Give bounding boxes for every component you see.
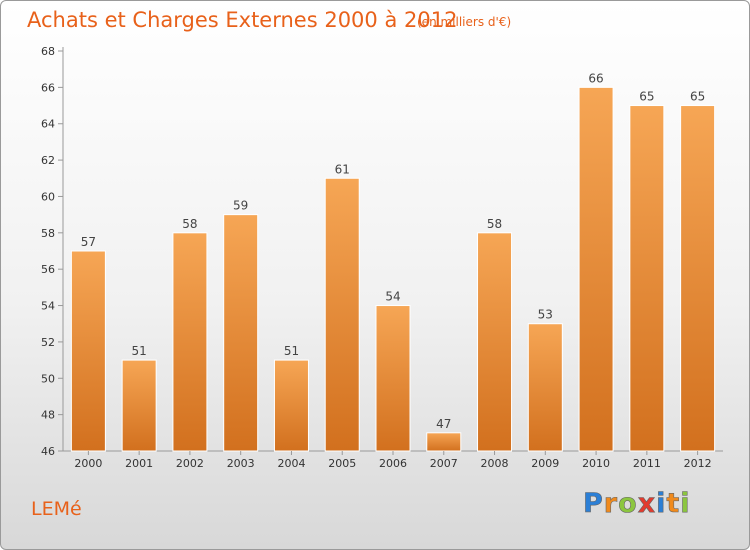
y-tick-label: 58 [41,227,55,240]
bar[interactable] [375,305,411,452]
x-tick-label: 2011 [633,457,661,470]
bar[interactable] [172,232,208,452]
bar[interactable] [477,232,513,452]
bar-value-label: 65 [639,90,654,104]
bar[interactable] [527,323,563,452]
x-tick-label: 2006 [379,457,407,470]
y-tick-label: 64 [41,118,55,131]
y-tick-label: 68 [41,45,55,58]
y-tick-label: 60 [41,190,55,203]
bar-value-label: 51 [284,344,299,358]
x-tick-label: 2003 [227,457,255,470]
bar-value-label: 57 [81,235,96,249]
y-tick-label: 56 [41,263,55,276]
x-tick-label: 2004 [277,457,305,470]
x-tick-label: 2002 [176,457,204,470]
bar-value-label: 47 [436,417,451,431]
logo-letter: t [666,488,681,520]
bar-value-label: 54 [385,290,400,304]
chart-unit: (en milliers d'€) [417,15,512,29]
y-tick-label: 48 [41,409,55,422]
logo-letter: o [618,488,638,520]
logo-letter: r [603,488,619,520]
y-tick-label: 54 [41,300,55,313]
bar-value-label: 59 [233,199,248,213]
logo-letter: i [680,488,691,520]
commune-name: LEMé [31,498,82,520]
bar-value-label: 53 [538,308,553,322]
y-tick-label: 52 [41,336,55,349]
bar[interactable] [273,359,309,452]
proxiti-logo[interactable]: Proxiti [583,488,691,520]
bar-value-label: 51 [132,344,147,358]
logo-letter: P [583,488,604,520]
x-tick-label: 2005 [328,457,356,470]
x-tick-label: 2010 [582,457,610,470]
bar[interactable] [121,359,157,452]
y-tick-label: 62 [41,154,55,167]
y-tick-label: 46 [41,445,55,458]
bar[interactable] [223,214,259,452]
bar-value-label: 58 [487,217,502,231]
bar[interactable] [70,250,106,452]
x-tick-label: 2008 [481,457,509,470]
bar-value-label: 65 [690,90,705,104]
y-tick-label: 50 [41,372,55,385]
bar-value-label: 58 [182,217,197,231]
bar[interactable] [426,432,462,452]
x-tick-label: 2009 [531,457,559,470]
logo-letter: i [656,488,667,520]
x-tick-label: 2001 [125,457,153,470]
y-tick-label: 66 [41,81,55,94]
bar[interactable] [680,105,716,452]
x-tick-label: 2007 [430,457,458,470]
bar-value-label: 61 [335,162,350,176]
x-tick-label: 2012 [684,457,712,470]
bar[interactable] [629,105,665,452]
bar-value-label: 66 [588,71,603,85]
chart-title: Achats et Charges Externes 2000 à 2012 [27,8,458,32]
bar[interactable] [324,177,360,452]
x-tick-label: 2000 [74,457,102,470]
bar[interactable] [578,86,614,452]
logo-letter: x [637,488,657,520]
